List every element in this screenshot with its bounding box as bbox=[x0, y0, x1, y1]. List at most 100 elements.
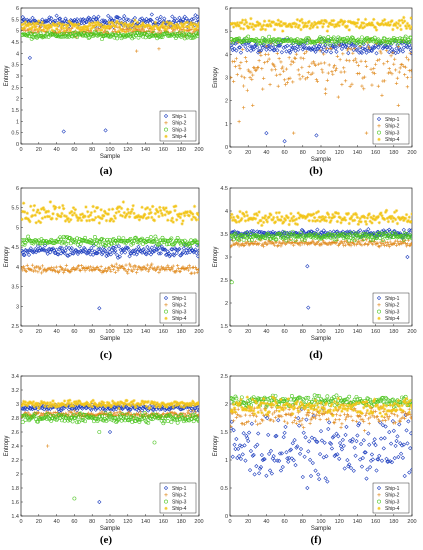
data-point bbox=[149, 12, 154, 17]
y-tick-label: 1.4 bbox=[11, 514, 19, 520]
data-point bbox=[272, 47, 277, 53]
data-point bbox=[267, 468, 273, 473]
data-point bbox=[38, 241, 43, 246]
data-point bbox=[195, 17, 199, 22]
data-point bbox=[64, 404, 69, 408]
data-point bbox=[339, 70, 343, 74]
data-point bbox=[191, 25, 195, 29]
data-point bbox=[122, 415, 127, 419]
data-point bbox=[88, 252, 93, 257]
data-point bbox=[238, 66, 242, 71]
data-point bbox=[334, 240, 339, 245]
data-point bbox=[345, 48, 350, 52]
data-point bbox=[132, 268, 136, 272]
data-point bbox=[338, 57, 342, 62]
data-point bbox=[62, 270, 66, 275]
y-tick-label: 1 bbox=[16, 119, 19, 125]
data-point bbox=[303, 235, 308, 240]
data-point bbox=[99, 237, 104, 242]
series-ship-4 bbox=[21, 18, 199, 34]
data-point bbox=[126, 267, 131, 272]
data-point bbox=[154, 24, 158, 28]
data-point bbox=[240, 74, 244, 78]
data-point bbox=[111, 245, 116, 250]
data-point bbox=[277, 451, 283, 456]
data-point bbox=[357, 50, 362, 55]
data-point bbox=[272, 38, 277, 43]
data-point bbox=[94, 416, 99, 421]
data-point bbox=[104, 412, 109, 416]
data-point bbox=[392, 62, 396, 66]
data-point bbox=[291, 420, 295, 425]
data-point bbox=[296, 68, 300, 72]
data-point bbox=[322, 22, 326, 26]
data-point bbox=[343, 432, 348, 437]
data-point bbox=[271, 215, 276, 220]
data-point bbox=[322, 61, 327, 65]
data-point bbox=[27, 401, 31, 406]
data-point bbox=[351, 468, 356, 473]
data-point bbox=[102, 214, 106, 218]
data-point bbox=[250, 217, 254, 221]
data-point bbox=[393, 413, 397, 417]
data-point bbox=[364, 476, 369, 481]
data-point bbox=[381, 446, 386, 451]
data-point bbox=[387, 414, 391, 419]
data-point bbox=[81, 26, 85, 31]
data-point bbox=[256, 65, 260, 70]
data-point bbox=[48, 23, 53, 28]
data-point bbox=[250, 77, 254, 82]
legend-marker bbox=[163, 295, 169, 301]
data-point bbox=[291, 80, 295, 84]
data-point bbox=[320, 242, 324, 247]
panel-label: (e) bbox=[100, 534, 113, 546]
data-point bbox=[126, 24, 131, 29]
data-point bbox=[332, 63, 337, 68]
chart-panel: 0 20 40 60 80 100 120 140 160 180 20000.511.522.53… bbox=[4, 6, 204, 177]
data-point bbox=[115, 255, 121, 260]
data-point bbox=[84, 31, 89, 36]
data-point bbox=[261, 87, 265, 91]
data-point bbox=[232, 406, 237, 410]
legend-marker bbox=[164, 493, 168, 497]
data-point bbox=[334, 24, 339, 28]
data-point bbox=[377, 58, 381, 62]
data-point bbox=[313, 49, 318, 54]
data-point bbox=[186, 24, 191, 29]
data-point bbox=[305, 264, 310, 269]
data-point bbox=[147, 17, 153, 22]
data-point bbox=[175, 23, 180, 27]
data-point bbox=[353, 57, 358, 61]
legend-label: Ship-2 bbox=[172, 493, 187, 499]
data-point bbox=[93, 401, 97, 405]
data-point bbox=[135, 267, 140, 272]
data-point bbox=[387, 23, 391, 27]
data-point bbox=[388, 399, 393, 404]
data-point bbox=[287, 407, 291, 412]
data-point bbox=[149, 401, 153, 406]
data-point bbox=[191, 401, 196, 405]
data-point bbox=[73, 208, 77, 212]
data-point bbox=[185, 265, 190, 270]
data-point bbox=[252, 406, 257, 410]
x-tick-label: 100 bbox=[105, 147, 114, 153]
data-point bbox=[21, 26, 25, 31]
data-point bbox=[236, 241, 240, 245]
data-point bbox=[161, 238, 166, 242]
data-point bbox=[241, 27, 246, 31]
data-point bbox=[339, 221, 343, 225]
y-tick-label: 2.5 bbox=[220, 374, 228, 380]
data-point bbox=[363, 450, 368, 455]
data-point bbox=[321, 412, 325, 417]
data-point bbox=[305, 485, 310, 491]
data-point bbox=[86, 210, 90, 214]
data-point bbox=[132, 27, 136, 32]
data-point bbox=[360, 84, 364, 88]
data-point bbox=[234, 234, 239, 239]
data-point bbox=[67, 19, 71, 23]
data-point bbox=[260, 457, 265, 463]
data-point bbox=[242, 422, 247, 426]
data-point bbox=[392, 216, 396, 220]
data-point bbox=[297, 451, 303, 456]
data-point bbox=[382, 44, 387, 49]
